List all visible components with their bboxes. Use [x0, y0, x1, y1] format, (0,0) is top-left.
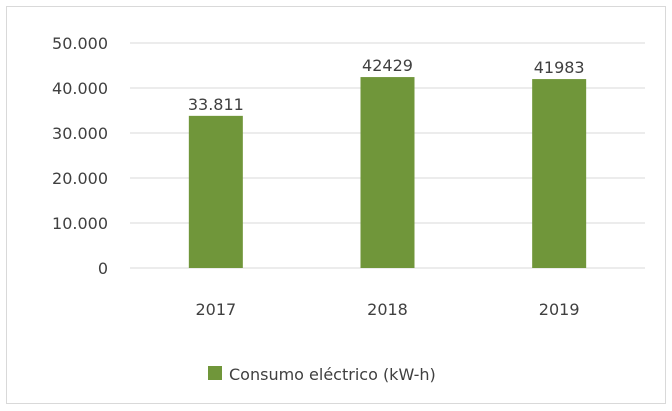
y-tick-label: 10.000: [52, 214, 108, 233]
data-label-2018: 42429: [362, 56, 413, 75]
y-tick-label: 50.000: [52, 34, 108, 53]
y-tick-label: 30.000: [52, 124, 108, 143]
category-label-2018: 2018: [367, 300, 408, 319]
data-label-2017: 33.811: [188, 95, 244, 114]
x-axis-category-labels: 2017 2018 2019: [195, 300, 579, 319]
data-label-2019: 41983: [534, 58, 585, 77]
data-labels: 33.811 42429 41983: [188, 56, 585, 114]
category-label-2017: 2017: [195, 300, 236, 319]
bar-2019: [532, 79, 587, 268]
bar-2017: [188, 115, 243, 269]
bars: [188, 77, 587, 269]
y-tick-label: 0: [98, 259, 108, 278]
bar-2018: [360, 77, 415, 268]
legend-label: Consumo eléctrico (kW-h): [229, 365, 436, 384]
y-tick-label: 20.000: [52, 169, 108, 188]
legend-swatch: [208, 366, 222, 380]
y-tick-label: 40.000: [52, 79, 108, 98]
legend: Consumo eléctrico (kW-h): [208, 365, 436, 384]
category-label-2019: 2019: [539, 300, 580, 319]
y-axis-tick-labels: 0 10.000 20.000 30.000 40.000 50.000: [52, 34, 108, 278]
